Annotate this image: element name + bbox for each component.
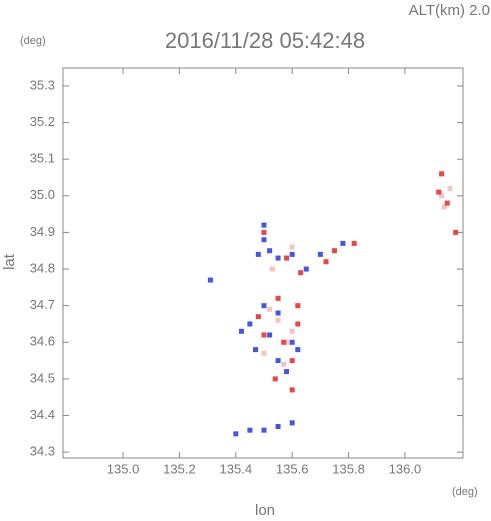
- radar-cell: [441, 204, 447, 210]
- radar-cell: [255, 251, 261, 257]
- x-tick-label: 135.2: [163, 461, 196, 476]
- y-tick-label: 35.0: [30, 187, 55, 202]
- radar-cell: [253, 347, 259, 353]
- radar-cell: [275, 295, 281, 301]
- y-tick-label: 34.9: [30, 224, 55, 239]
- chart-title: 2016/11/28 05:42:48: [165, 28, 365, 53]
- radar-cell: [275, 310, 281, 316]
- x-tick-label: 135.0: [107, 461, 140, 476]
- y-tick-label: 34.8: [30, 260, 55, 275]
- radar-cell: [436, 189, 442, 195]
- radar-cell: [247, 427, 253, 433]
- radar-cell: [447, 185, 453, 191]
- y-tick-label: 34.4: [30, 407, 55, 422]
- radar-cell: [275, 358, 281, 364]
- x-tick-label: 136.0: [389, 461, 422, 476]
- radar-cell: [289, 328, 295, 334]
- radar-cell: [298, 270, 304, 276]
- radar-cell: [439, 171, 445, 177]
- radar-cell: [261, 222, 267, 228]
- y-tick-label: 35.2: [30, 114, 55, 129]
- y-label: lat: [1, 253, 18, 270]
- radar-cell: [303, 266, 309, 272]
- radar-cell: [295, 347, 301, 353]
- x-tick-label: 135.4: [220, 461, 253, 476]
- y-tick-label: 35.1: [30, 151, 55, 166]
- radar-cell: [284, 339, 290, 345]
- radar-cell: [281, 339, 287, 345]
- y-tick-label: 34.5: [30, 370, 55, 385]
- radar-cell: [331, 248, 337, 254]
- radar-cell: [284, 369, 290, 375]
- radar-cell: [289, 358, 295, 364]
- radar-cell: [323, 259, 329, 265]
- radar-cell: [289, 244, 295, 250]
- radar-cell: [340, 240, 346, 246]
- radar-cell: [295, 321, 301, 327]
- y-unit: (deg): [20, 35, 46, 47]
- radar-cell: [261, 350, 267, 356]
- plot-frame: [62, 67, 464, 459]
- radar-cell: [272, 376, 278, 382]
- radar-cell: [295, 303, 301, 309]
- x-unit: (deg): [452, 486, 478, 498]
- radar-cell: [275, 424, 281, 430]
- radar-cell: [275, 317, 281, 323]
- radar-cell: [351, 240, 357, 246]
- radar-cell: [261, 303, 267, 309]
- radar-cell: [439, 193, 445, 199]
- radar-cell: [238, 328, 244, 334]
- x-label: lon: [255, 502, 275, 519]
- radar-cell: [289, 387, 295, 393]
- radar-cell: [289, 339, 295, 345]
- radar-cell: [267, 332, 273, 338]
- radar-cell: [261, 427, 267, 433]
- radar-cell: [289, 251, 295, 257]
- y-tick-label: 34.3: [30, 444, 55, 459]
- radar-cell: [255, 314, 261, 320]
- radar-cell: [261, 237, 267, 243]
- radar-cell: [269, 266, 275, 272]
- radar-cell: [453, 229, 459, 235]
- radar-cell: [261, 332, 267, 338]
- radar-cell: [284, 255, 290, 261]
- radar-cell: [207, 277, 213, 283]
- radar-cell: [233, 431, 239, 437]
- radar-cell: [247, 321, 253, 327]
- radar-cell: [267, 248, 273, 254]
- radar-cell: [275, 255, 281, 261]
- radar-cell: [267, 306, 273, 312]
- y-tick-label: 34.7: [30, 297, 55, 312]
- radar-cell: [261, 229, 267, 235]
- radar-cell: [289, 420, 295, 426]
- altitude: ALT(km) 2.0: [409, 2, 490, 19]
- x-tick-label: 135.6: [276, 461, 309, 476]
- radar-cell: [317, 251, 323, 257]
- x-tick-label: 135.8: [332, 461, 365, 476]
- y-tick-label: 35.3: [30, 77, 55, 92]
- y-tick-label: 34.6: [30, 334, 55, 349]
- radar-cell: [444, 200, 450, 206]
- radar-cell: [281, 361, 287, 367]
